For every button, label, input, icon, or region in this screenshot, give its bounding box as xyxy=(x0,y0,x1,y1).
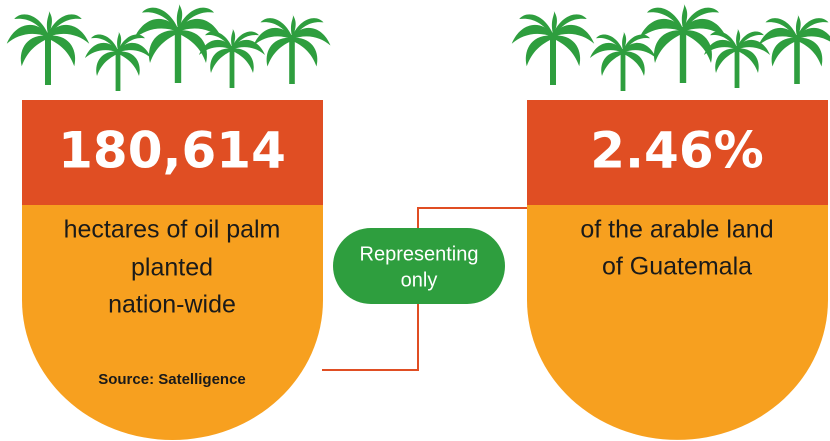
panel-right: 2.46% of the arable land of Guatemala xyxy=(527,100,828,440)
description: planted xyxy=(131,254,213,282)
description: hectares of oil palm xyxy=(64,216,281,244)
pill-text: Representing xyxy=(360,243,479,265)
pill xyxy=(333,228,505,304)
panel-header xyxy=(22,100,323,205)
panel-body xyxy=(22,205,323,440)
connector: Representing only xyxy=(333,228,505,304)
big-number: 2.46% xyxy=(590,122,763,180)
panel-header xyxy=(527,100,828,205)
panel-left: 180,614 hectares of oil palm planted nat… xyxy=(22,100,323,440)
big-number: 180,614 xyxy=(58,122,286,180)
description: nation-wide xyxy=(108,291,236,319)
description: of Guatemala xyxy=(602,253,752,281)
palms-right xyxy=(511,2,830,92)
source: Source: Satelligence xyxy=(98,371,246,388)
connector-line xyxy=(322,207,527,371)
description: of the arable land xyxy=(580,216,773,244)
pill-text: only xyxy=(401,269,438,291)
palms-left xyxy=(6,2,331,92)
panel-body xyxy=(527,205,828,440)
